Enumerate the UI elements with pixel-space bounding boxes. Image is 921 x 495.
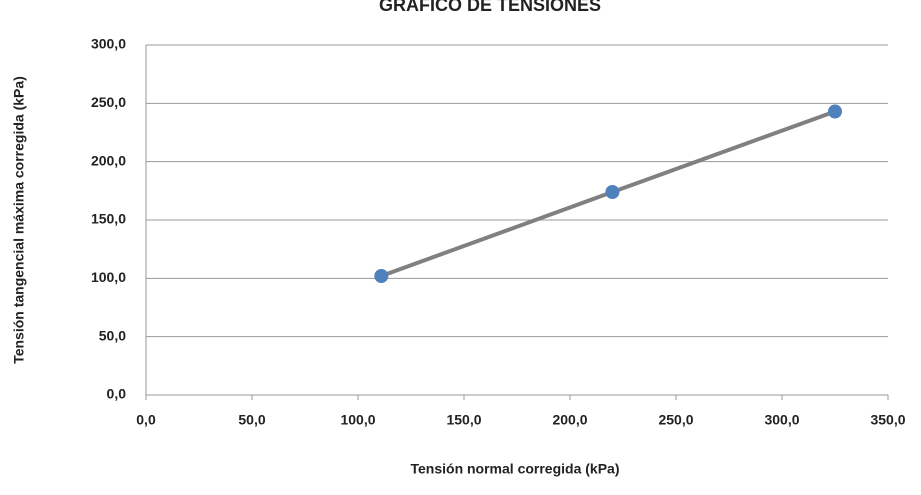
point	[374, 269, 389, 283]
x-tick-label: 50,0	[238, 412, 265, 428]
y-tick-label: 200,0	[91, 152, 126, 168]
point	[828, 104, 842, 119]
y-tick-label: 0,0	[107, 386, 127, 402]
x-tick-label: 150,0	[446, 412, 481, 428]
x-tick-label: 100,0	[340, 412, 375, 428]
x-axis-label: Tensión normal corregida (kPa)	[410, 461, 619, 477]
point	[605, 185, 620, 199]
chart-title: GRÁFICO DE TENSIONES	[379, 0, 601, 15]
y-tick-label: 300,0	[91, 36, 126, 52]
y-tick-label: 250,0	[91, 94, 126, 110]
y-axis-label: Tensión tangencial máxima corregida (kPa…	[11, 76, 27, 364]
y-tick-label: 100,0	[91, 269, 126, 285]
y-tick-label: 150,0	[91, 211, 126, 227]
y-tick-label: 50,0	[99, 327, 126, 343]
x-tick-label: 200,0	[552, 412, 587, 428]
x-tick-label: 0,0	[136, 412, 156, 428]
x-tick-label: 250,0	[658, 412, 693, 428]
x-tick-label: 300,0	[764, 412, 799, 428]
x-tick-label: 350,0	[870, 412, 905, 428]
